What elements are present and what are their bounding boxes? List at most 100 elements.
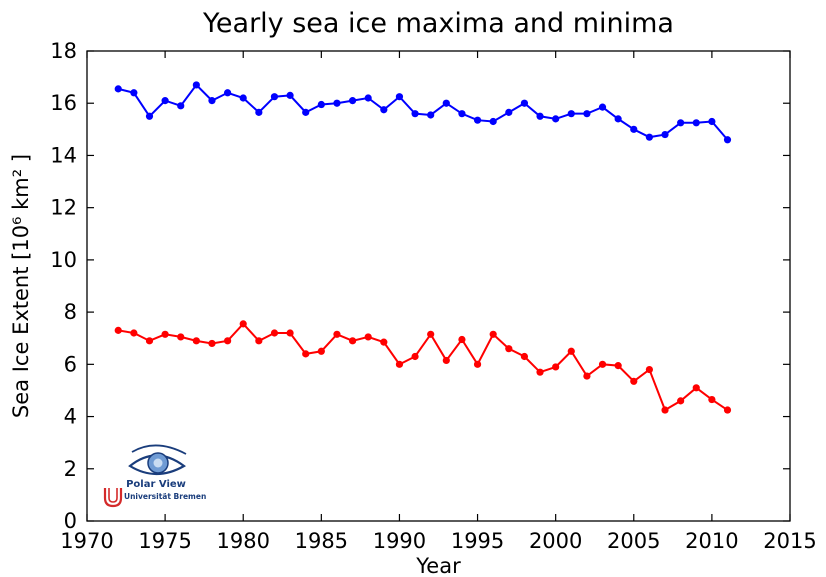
data-point [380,106,388,114]
data-point [677,397,685,405]
data-point [333,99,341,107]
data-point [442,99,450,107]
data-point [458,110,466,118]
data-point [364,94,372,102]
x-tick-label: 2015 [763,529,816,553]
x-tick-label: 2000 [529,529,582,553]
data-point [224,89,232,97]
x-tick-label: 1985 [295,529,348,553]
y-tick-label: 12 [50,196,77,220]
university-seal-icon [103,488,123,508]
data-point [286,91,294,99]
data-point [536,368,544,376]
data-point [692,384,700,392]
data-point [598,103,607,111]
data-point [505,108,513,116]
y-tick-label: 14 [50,143,77,167]
data-point [427,330,435,338]
data-point [270,329,279,337]
logo-name: Polar View [126,479,186,490]
data-point [598,360,607,368]
data-point [661,130,669,139]
data-point [473,360,482,368]
data-point [192,81,200,89]
x-axis-label: Year [415,554,461,577]
data-point [302,350,310,358]
chart-title: Yearly sea ice maxima and minima [202,8,674,39]
data-point [442,356,450,365]
data-point [145,112,154,120]
data-point [505,345,513,353]
data-point [723,136,732,144]
data-point [224,337,232,345]
x-tick-label: 1990 [373,529,426,553]
data-point [567,110,575,118]
data-point [708,395,716,404]
y-tick-label: 16 [50,91,77,115]
eye-icon [128,444,187,476]
data-point [677,119,685,127]
data-point [114,85,122,93]
data-point [411,352,419,361]
y-tick-label: 6 [64,352,77,376]
y-tick-label: 2 [64,457,77,481]
data-point [473,116,482,124]
y-tick-label: 0 [64,509,77,533]
data-point [411,110,419,118]
data-point [302,108,310,116]
data-point [489,117,497,126]
data-point [552,363,560,371]
x-tick-label: 1975 [138,529,191,553]
data-point [489,330,497,338]
data-point [692,119,700,127]
data-point [645,365,654,374]
data-point [333,330,341,338]
data-point [192,337,200,345]
y-tick-label: 8 [64,300,77,324]
data-point [723,406,732,414]
data-point [630,377,638,385]
data-point [458,335,466,344]
data-point [239,94,247,102]
data-point [395,360,404,368]
data-point [348,97,357,105]
data-point [177,102,185,110]
data-point [552,115,560,123]
data-point [208,97,216,105]
data-point [630,125,638,133]
x-tick-label: 1995 [451,529,504,553]
data-point [145,337,154,345]
x-tick-label: 1970 [60,529,113,553]
data-point [208,339,216,348]
data-point [317,100,325,109]
data-point [348,337,357,345]
y-tick-label: 4 [64,405,77,429]
data-point [520,99,529,107]
y-tick-label: 10 [50,248,77,272]
data-point [130,89,138,97]
data-point [583,372,591,380]
data-point [255,337,263,345]
data-point [239,320,247,328]
data-point [661,406,669,414]
data-point [614,362,622,370]
x-tick-label: 2010 [685,529,738,553]
series-layer [114,81,732,414]
logo-institution: Universität Bremen [124,492,206,501]
data-point [520,352,529,361]
x-tick-label: 2005 [607,529,660,553]
data-point [177,333,185,341]
data-point [161,330,169,338]
data-point [614,115,622,123]
x-tick-label: 1980 [216,529,269,553]
data-point [427,111,435,119]
data-point [114,326,122,334]
data-point [255,108,263,116]
plot-frame [86,50,791,522]
y-tick-label: 18 [50,39,77,63]
y-axis-label: Sea Ice Extent [10⁶ km² ] [9,154,33,418]
data-point [708,117,716,126]
data-point [286,329,294,337]
data-point [583,110,591,118]
